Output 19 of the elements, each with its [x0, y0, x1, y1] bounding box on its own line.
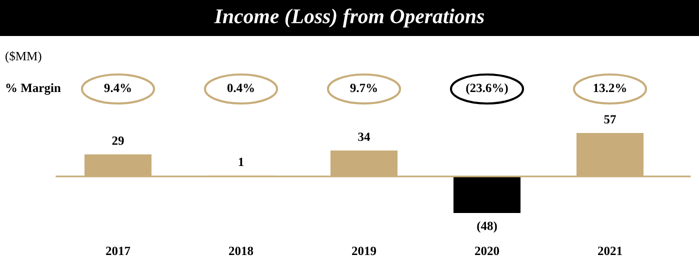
- data-label: 34: [358, 132, 370, 142]
- data-label: 1: [238, 158, 244, 166]
- data-label: 57: [604, 115, 616, 124]
- chart-title: Income (Loss) from Operations: [214, 8, 484, 28]
- bar: [453, 176, 521, 213]
- text: 9.7%: [350, 84, 377, 92]
- text: % Margin: [6, 83, 61, 95]
- data-label: 29: [112, 136, 124, 145]
- text: 0.4%: [227, 84, 254, 92]
- x-tick-label: 2020: [475, 246, 500, 256]
- x-tick-label: 2021: [598, 246, 622, 256]
- data-label: (48): [477, 221, 497, 233]
- text: ($MM): [6, 51, 42, 63]
- text: 9.4%: [104, 84, 131, 92]
- x-tick-label: 2017: [106, 246, 130, 256]
- x-tick-label: 2018: [229, 246, 254, 256]
- x-tick-label: 2019: [352, 246, 376, 256]
- text: 13.2%: [594, 84, 626, 92]
- text: (23.6%): [466, 83, 508, 95]
